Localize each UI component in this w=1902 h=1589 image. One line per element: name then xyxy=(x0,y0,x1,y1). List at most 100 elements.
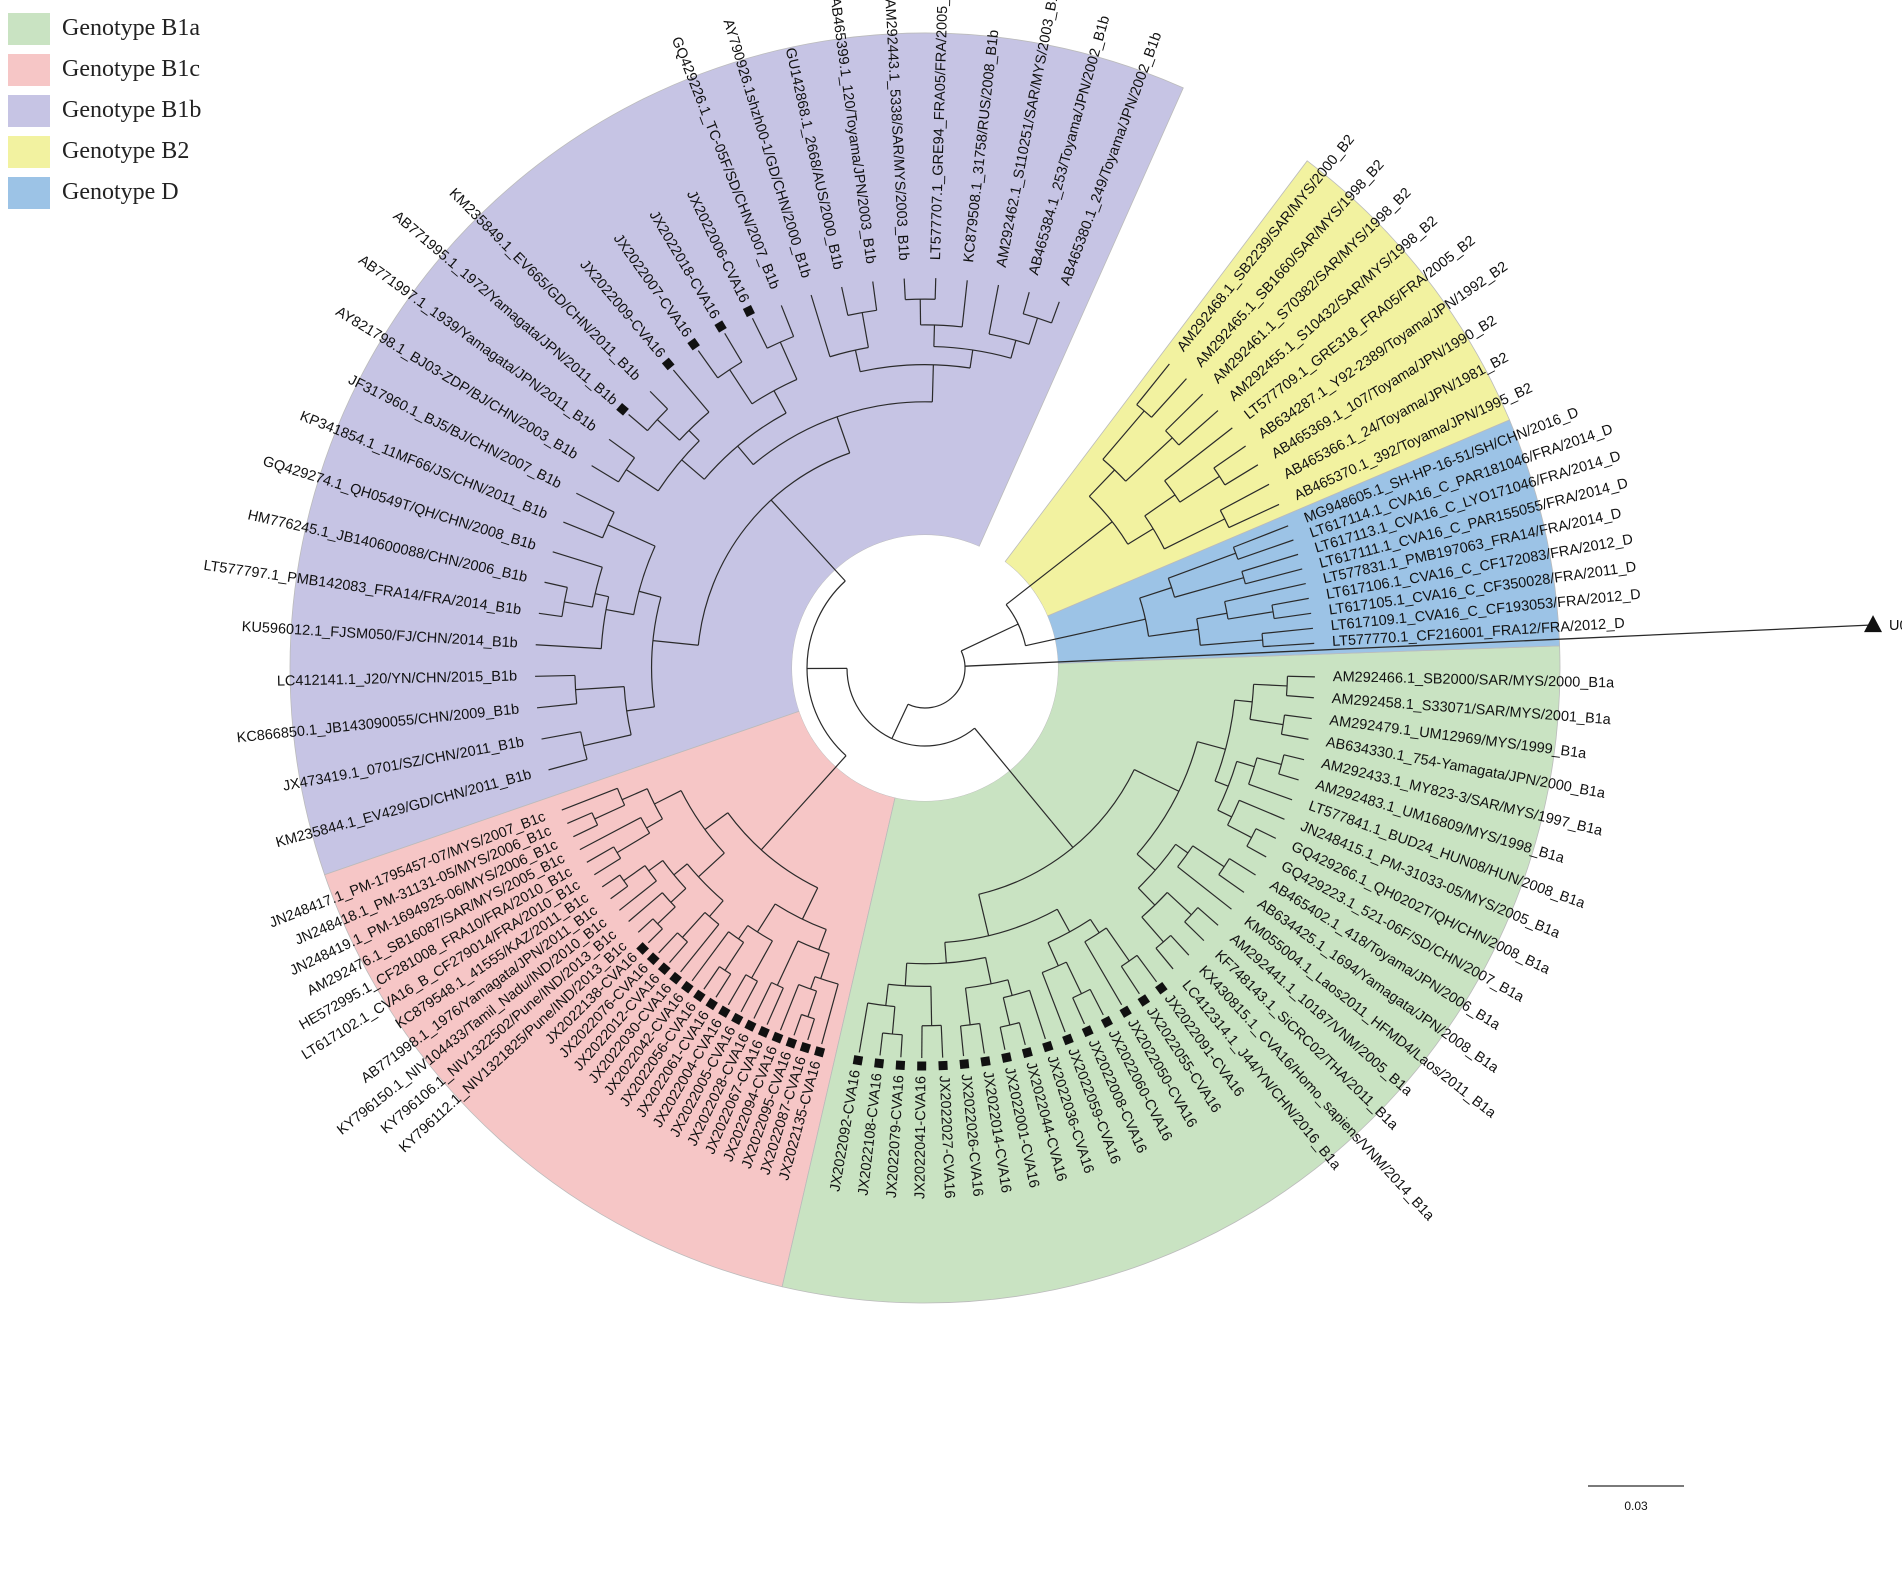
legend-item-b1a: Genotype B1a xyxy=(8,8,201,49)
sample-marker-icon xyxy=(1001,1052,1012,1063)
leaf-branch xyxy=(1241,553,1299,573)
leaf-branch xyxy=(691,931,730,982)
sample-marker-icon xyxy=(771,1031,784,1044)
leaf-label: JX2022041-CVA16 xyxy=(912,1076,929,1199)
sample-marker-icon xyxy=(959,1059,970,1069)
branch xyxy=(1141,916,1164,943)
branch xyxy=(1227,611,1274,620)
branch xyxy=(1125,437,1173,482)
leaf-branch xyxy=(573,824,598,838)
branch xyxy=(1137,887,1156,906)
leaf-branch xyxy=(637,918,654,933)
leaf-branch xyxy=(1228,503,1280,529)
branch xyxy=(1200,639,1263,646)
branch xyxy=(933,325,936,347)
branch-arc xyxy=(867,1002,895,1008)
branch-arc xyxy=(888,983,931,987)
branch xyxy=(1025,627,1106,647)
sample-marker-icon xyxy=(731,1012,744,1026)
branch-arc xyxy=(1136,741,1198,855)
legend-item-b1b: Genotype B1b xyxy=(8,90,201,131)
branch-arc xyxy=(728,931,744,943)
branch-arc xyxy=(745,974,758,982)
center-disk xyxy=(792,535,1058,801)
legend-label: Genotype B1b xyxy=(62,97,202,123)
sample-marker-icon xyxy=(714,320,727,333)
branch xyxy=(1234,699,1253,703)
leaf-branch xyxy=(1170,934,1190,956)
branch-arc xyxy=(616,788,626,806)
branch-arc xyxy=(719,966,732,975)
branch xyxy=(626,706,655,712)
sample-marker-icon xyxy=(852,1055,864,1066)
branch xyxy=(1256,757,1282,765)
branch xyxy=(623,865,646,882)
branch xyxy=(1051,821,1074,848)
leaf-branch xyxy=(680,923,720,973)
leaf-branch xyxy=(703,966,720,990)
branch xyxy=(1105,927,1130,962)
branch-arc xyxy=(1196,618,1201,646)
branch xyxy=(1192,845,1225,868)
leaf-branch xyxy=(586,846,615,863)
leaf-branch xyxy=(793,1014,803,1036)
branch xyxy=(779,341,798,380)
sample-marker-icon xyxy=(742,305,755,318)
leaf-branch xyxy=(1050,301,1060,324)
branch xyxy=(820,953,830,979)
leaf-branch xyxy=(1155,947,1174,970)
branch xyxy=(1144,494,1176,517)
scale-bar-label: 0.03 xyxy=(1624,1499,1648,1513)
branch-arc xyxy=(661,892,676,908)
leaf-branch xyxy=(610,885,629,900)
outgroup-branch xyxy=(964,624,1870,667)
branch xyxy=(756,903,776,933)
branch-arc xyxy=(829,346,869,358)
branch xyxy=(1174,577,1244,598)
sample-markers xyxy=(616,305,1168,1071)
branch xyxy=(575,686,625,691)
branch xyxy=(1168,552,1236,579)
branch xyxy=(1227,824,1252,839)
branch-arc xyxy=(646,788,663,820)
branch-arc xyxy=(747,925,773,942)
branch xyxy=(1253,683,1288,687)
branch xyxy=(1214,780,1229,787)
leaf-branch xyxy=(1136,955,1158,983)
branch xyxy=(564,601,593,608)
leaf-branch xyxy=(1229,858,1256,876)
branch xyxy=(1002,997,1011,1026)
branch xyxy=(670,888,687,903)
leaf-branch xyxy=(779,984,800,1031)
branch-arc xyxy=(1072,988,1091,999)
branch-arc xyxy=(1144,515,1165,550)
leaf-branch xyxy=(903,278,906,300)
branch-arc xyxy=(1084,927,1107,943)
branch xyxy=(985,957,992,984)
sample-marker-icon xyxy=(681,980,694,994)
branch-arc xyxy=(600,596,610,649)
leaf-label: AM292466.1_SB2000/SAR/MYS/2000_B1a xyxy=(1333,669,1616,691)
branch xyxy=(621,788,648,801)
leaf-branch xyxy=(697,350,719,379)
branch xyxy=(1056,908,1071,933)
leaf-branch xyxy=(999,1027,1006,1050)
leaf-branch xyxy=(807,1018,816,1041)
branch xyxy=(969,349,974,369)
sample-marker-icon xyxy=(1119,1005,1132,1018)
branch-arc xyxy=(806,580,847,757)
branch-arc xyxy=(657,440,700,492)
branch xyxy=(1175,843,1189,854)
leaf-branch xyxy=(1218,874,1245,893)
branch-arc xyxy=(1217,761,1238,811)
branch-arc xyxy=(1164,480,1181,503)
branch-arc xyxy=(1139,597,1150,637)
branch xyxy=(654,790,682,805)
branch-arc xyxy=(1280,714,1286,735)
leaf-branch xyxy=(1089,989,1104,1016)
branch xyxy=(652,640,699,646)
tree-branches xyxy=(535,278,1315,1058)
sample-marker-icon xyxy=(814,1046,826,1058)
legend-swatch xyxy=(8,135,50,168)
sample-marker-icon xyxy=(1081,1025,1094,1038)
